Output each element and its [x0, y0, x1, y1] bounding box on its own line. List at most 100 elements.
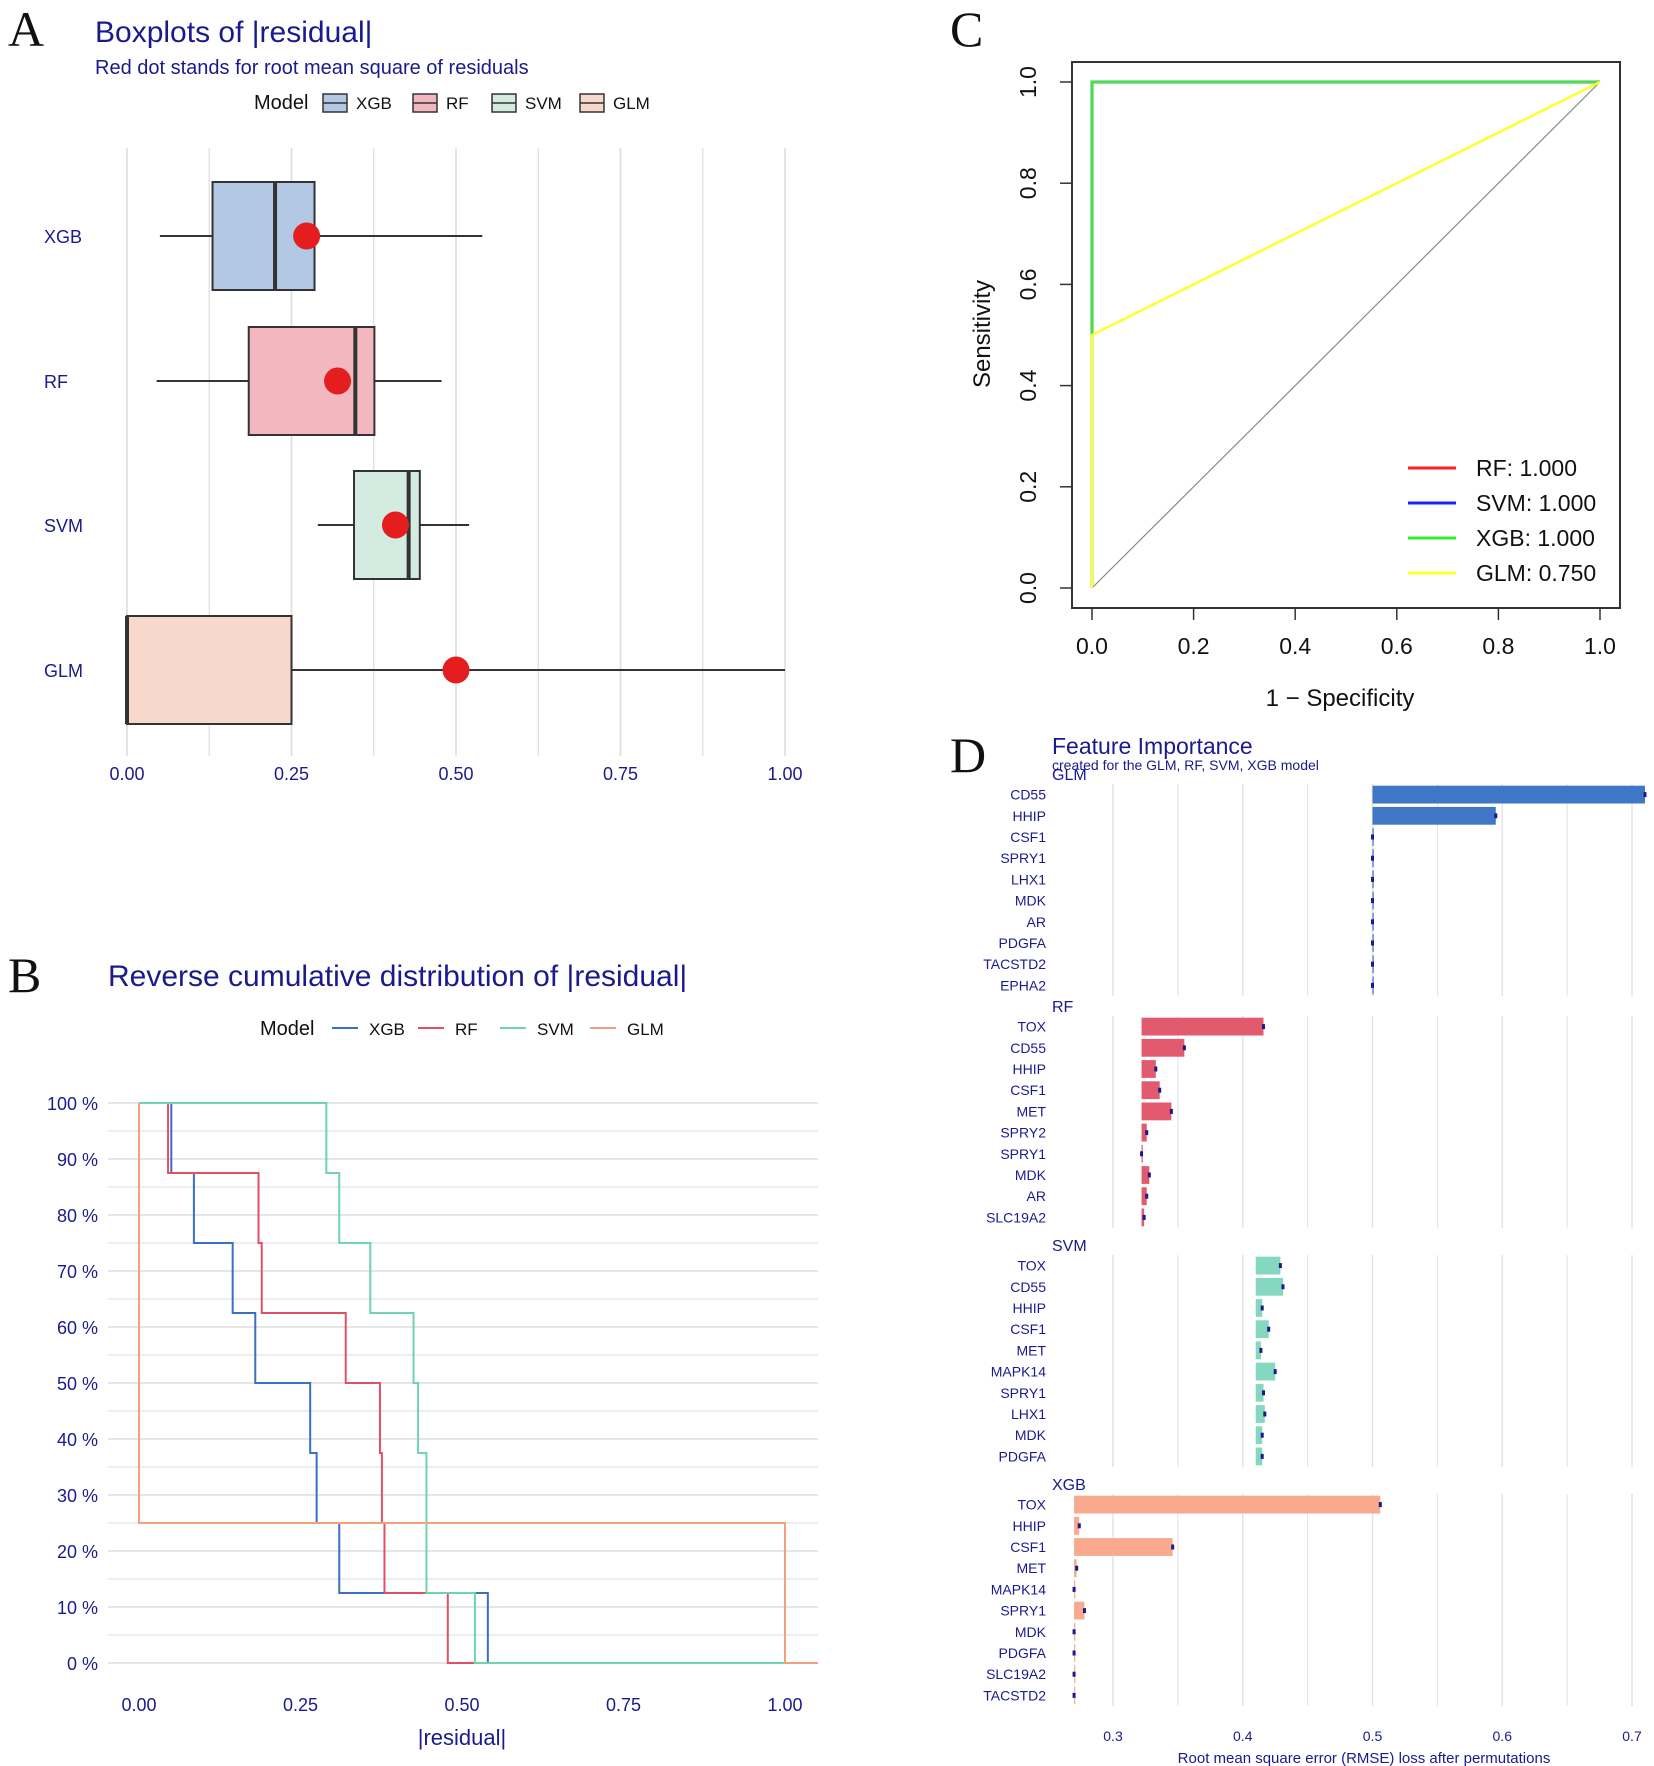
panel-d-bar-dot: [1072, 1586, 1076, 1592]
panel-a-box-glm: [126, 615, 293, 725]
panel-d-feature-label: SPRY2: [1000, 1125, 1046, 1141]
panel-d-bar-dot: [1643, 792, 1647, 798]
panel-d-bar-dot: [1378, 1502, 1382, 1508]
panel-c-y-tick: 0.4: [1015, 369, 1041, 401]
panel-c-x-tick: 0.8: [1482, 633, 1514, 659]
panel-d-bar: [1255, 1383, 1264, 1402]
panel-d-bar-dot: [1072, 1692, 1076, 1698]
panel-b-y-tick: 40 %: [57, 1430, 98, 1450]
panel-d-bar-dot: [1371, 855, 1374, 861]
panel-d-bar-dot: [1273, 1369, 1277, 1375]
panel-d-bar-dot: [1260, 1432, 1264, 1438]
panel-d-bar-dot: [1145, 1130, 1149, 1136]
panel-d-feature-label: CD55: [1010, 787, 1046, 803]
panel-d-facet-title: GLM: [1052, 767, 1087, 784]
panel-d-bar: [1074, 1516, 1080, 1535]
panel-a-rmse-dot: [293, 222, 321, 250]
panel-b-y-tick: 60 %: [57, 1318, 98, 1338]
panel-d-x-tick: 0.7: [1622, 1728, 1642, 1744]
panel-d-bar: [1255, 1277, 1283, 1296]
panel-c-frame: [1071, 61, 1621, 609]
panel-d-feature-label: CSF1: [1010, 1082, 1046, 1098]
panel-d-bar: [1255, 1320, 1269, 1339]
panel-a-x-tick: 1.00: [767, 764, 802, 784]
panel-d-feature-label: EPHA2: [1000, 977, 1046, 993]
panel-b-y-tick: 100 %: [47, 1094, 98, 1114]
panel-d-bar: [1255, 1299, 1263, 1317]
panel-d-bar-dot: [1082, 1608, 1086, 1614]
panel-d-x-tick: 0.3: [1103, 1728, 1123, 1744]
panel-d-bar: [1074, 1601, 1085, 1620]
panel-b-x-tick: 1.00: [767, 1695, 802, 1715]
panel-b-y-tick: 30 %: [57, 1486, 98, 1506]
panel-d-feature-label: LHX1: [1011, 871, 1046, 887]
panel-d-bar-dot: [1072, 1629, 1076, 1635]
panel-d-bar: [1141, 1187, 1147, 1206]
panel-c-x-tick: 1.0: [1584, 633, 1616, 659]
panel-d-bar: [1372, 806, 1496, 825]
panel-b-x-tick: 0.00: [121, 1695, 156, 1715]
panel-d-bar-dot: [1072, 1650, 1076, 1656]
panel-d-bar-dot: [1371, 898, 1374, 904]
panel-d-feature-label: TOX: [1017, 1258, 1046, 1274]
panel-d-bar-dot: [1077, 1523, 1081, 1529]
panel-b-grid: [108, 1102, 818, 1664]
panel-b: Reverse cumulative distribution of |resi…: [47, 960, 818, 1750]
panel-b-line-svm: [139, 1102, 818, 1664]
panel-a-x-tick: 0.00: [109, 764, 144, 784]
panel-b-legend: XGB RF SVM GLM: [332, 1020, 664, 1039]
panel-d-bar-dot: [1072, 1671, 1076, 1677]
panel-b-y-tick: 80 %: [57, 1206, 98, 1226]
panel-d-feature-label: TACSTD2: [983, 1687, 1046, 1703]
panel-d-feature-label: PDGFA: [999, 935, 1047, 951]
panel-d-facet-title: XGB: [1052, 1477, 1086, 1494]
panel-a-legend-label: GLM: [613, 94, 650, 113]
panel-d-bar-dot: [1262, 1390, 1266, 1396]
panel-b-legend-label: GLM: [627, 1020, 664, 1039]
panel-d-bar-dot: [1171, 1544, 1175, 1550]
panel-c-lines: [1090, 80, 1601, 589]
panel-d-bar-dot: [1142, 1214, 1146, 1220]
panel-d: Feature Importance created for the GLM, …: [983, 733, 1647, 1766]
panel-d-feature-label: TACSTD2: [983, 956, 1046, 972]
panel-b-y-tick: 90 %: [57, 1150, 98, 1170]
panel-b-ticks: 0 % 10 % 20 % 30 % 40 % 50 % 60 % 70 % 80 % 90 % 1…: [47, 1094, 803, 1715]
panel-d-bar-dot: [1263, 1411, 1267, 1417]
panel-d-bar-dot: [1182, 1045, 1186, 1051]
panel-d-bar: [1141, 1017, 1264, 1036]
panel-a-y-label: SVM: [44, 516, 83, 536]
panel-a-legend-title: Model: [254, 92, 308, 114]
panel-d-bar-dot: [1147, 1172, 1151, 1178]
panel-d-bar: [1141, 1060, 1156, 1078]
panel-a-boxes: XGB RF SVM GLM: [44, 181, 785, 725]
panel-d-bar: [1141, 1102, 1172, 1121]
panel-c-legend-label: SVM: 1.000: [1476, 490, 1596, 516]
panel-label-b: B: [8, 947, 41, 1003]
panel-a-rmse-dot: [442, 656, 470, 684]
panel-d-feature-label: HHIP: [1013, 1061, 1046, 1077]
panel-d-feature-label: CSF1: [1010, 1321, 1046, 1337]
panel-d-facet-title: RF: [1052, 999, 1074, 1016]
panel-b-y-tick: 70 %: [57, 1262, 98, 1282]
panel-d-feature-label: HHIP: [1013, 1300, 1046, 1316]
panel-d-facet-title: SVM: [1052, 1238, 1087, 1255]
panel-label-c: C: [950, 1, 983, 57]
panel-c-x-tick: 0.6: [1381, 633, 1413, 659]
panel-d-feature-label: MAPK14: [991, 1364, 1046, 1380]
panel-b-x-tick: 0.75: [606, 1695, 641, 1715]
panel-d-bar: [1141, 1166, 1150, 1184]
panel-d-bar-dot: [1371, 834, 1374, 840]
panel-c-y-tick: 0.6: [1015, 268, 1041, 300]
panel-d-feature-label: SPRY1: [1000, 1603, 1046, 1619]
panel-d-bar: [1255, 1405, 1265, 1423]
panel-c-legend-label: XGB: 1.000: [1476, 525, 1595, 551]
panel-d-bar-dot: [1260, 1453, 1264, 1459]
panel-d-bar-dot: [1075, 1565, 1079, 1571]
panel-a-x-ticks: 0.00 0.25 0.50 0.75 1.00: [109, 764, 802, 784]
panel-d-bar-dot: [1260, 1305, 1264, 1311]
panel-d-bar: [1141, 1038, 1185, 1057]
panel-b-y-tick: 50 %: [57, 1374, 98, 1394]
panel-c-x-tick: 0.2: [1178, 633, 1210, 659]
panel-d-bar-dot: [1371, 940, 1374, 946]
panel-b-legend-label: SVM: [537, 1020, 574, 1039]
